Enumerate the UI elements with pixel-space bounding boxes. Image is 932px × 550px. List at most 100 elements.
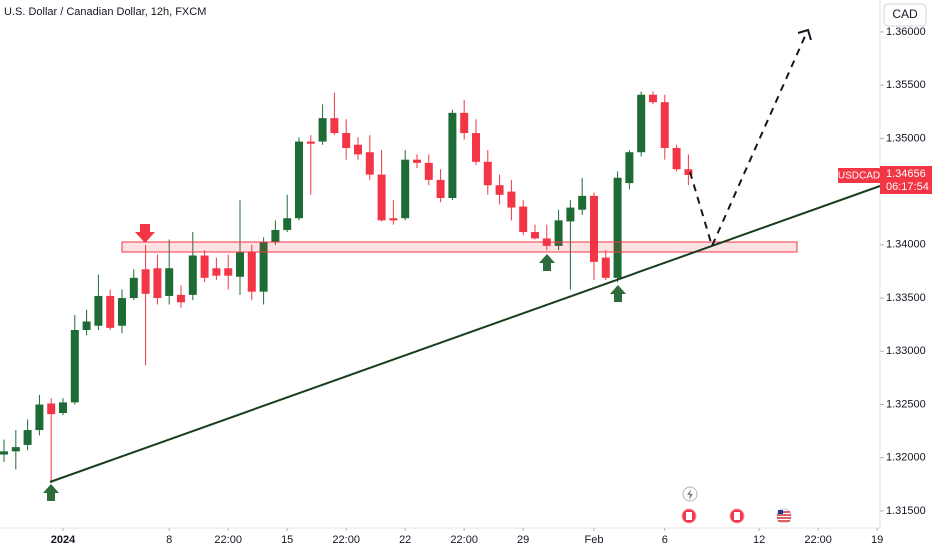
candle-body	[389, 218, 398, 221]
candle-body	[11, 447, 20, 452]
candle-body	[141, 269, 150, 294]
flag-canton	[778, 510, 783, 514]
resistance-zone	[121, 241, 798, 253]
flag-stripes	[777, 511, 791, 522]
candle-body	[495, 185, 504, 195]
candle-body	[0, 451, 9, 455]
candle-body	[82, 321, 91, 330]
x-tick-label: 6	[662, 534, 668, 546]
currency-button[interactable]	[883, 3, 927, 27]
last-price-badge	[880, 166, 932, 194]
up-arrow	[539, 254, 555, 271]
event-icons	[681, 486, 792, 524]
currency-label: CAD	[892, 7, 918, 21]
candle-body	[283, 218, 292, 230]
candle-body	[129, 277, 138, 299]
candle-body	[165, 268, 174, 296]
candle-body	[212, 268, 221, 276]
candle-body	[188, 255, 197, 295]
candle-body	[554, 220, 563, 246]
candle-body	[648, 94, 657, 103]
candle-body	[294, 141, 303, 219]
candle-body	[306, 141, 315, 144]
candle-body	[460, 112, 469, 134]
candle-body	[47, 403, 56, 415]
candle-body	[448, 112, 457, 198]
x-tick-label: 29	[517, 534, 529, 546]
y-tick-label: 1.31500	[886, 505, 926, 517]
candle-body	[153, 268, 162, 299]
candle-body	[483, 161, 492, 186]
candle-body	[578, 195, 587, 210]
candle-body	[519, 206, 528, 233]
candle-body	[106, 295, 115, 328]
candle-body	[200, 255, 209, 278]
candle-body	[412, 159, 421, 163]
x-tick-label: 22:00	[804, 534, 832, 546]
symbol-label: USDCAD	[838, 171, 880, 182]
x-tick-label: 22:00	[332, 534, 360, 546]
candle-body	[377, 174, 386, 221]
symbol-badge	[838, 168, 880, 183]
candle-body	[177, 294, 186, 303]
candle-body	[353, 144, 362, 155]
x-tick-label: 22:00	[214, 534, 242, 546]
candle-body	[118, 298, 127, 326]
y-tick-label: 1.34000	[886, 239, 926, 251]
x-tick-label: 22	[399, 534, 411, 546]
candle-body	[70, 330, 79, 403]
projection-path	[689, 33, 807, 249]
x-tick-label: 15	[281, 534, 293, 546]
x-tick-label: Feb	[584, 534, 603, 546]
x-tick-label: 19	[871, 534, 883, 546]
countdown-label: 06:17:54	[886, 181, 929, 193]
x-tick-label: 2024	[51, 534, 76, 546]
candle-body	[259, 241, 268, 292]
y-tick-label: 1.35000	[886, 132, 926, 144]
candle-body	[342, 133, 351, 148]
down-arrow	[135, 224, 155, 243]
candle-body	[59, 402, 68, 414]
candle-body	[365, 152, 374, 175]
candle-body	[589, 195, 598, 262]
candle-body	[424, 162, 433, 180]
y-tick-label: 1.33500	[886, 292, 926, 304]
x-tick-label: 8	[166, 534, 172, 546]
y-tick-label: 1.33000	[886, 345, 926, 357]
candle-body	[23, 430, 32, 445]
y-tick-label: 1.36000	[886, 26, 926, 38]
candle-body	[436, 179, 445, 198]
y-tick-label: 1.32000	[886, 452, 926, 464]
candle-body	[625, 152, 634, 184]
candle-body	[94, 295, 103, 326]
projection-arrowhead	[797, 28, 812, 41]
candle-body	[684, 169, 693, 176]
up-arrow	[610, 285, 626, 302]
y-tick-label: 1.35500	[886, 79, 926, 91]
candle-body	[330, 118, 339, 134]
candle-body	[613, 177, 622, 278]
candle-body	[672, 147, 681, 170]
lightning	[687, 489, 693, 500]
y-tick-label: 1.32500	[886, 398, 926, 410]
x-tick-label: 12	[753, 534, 765, 546]
up-arrow	[43, 484, 59, 501]
candle-body	[566, 207, 575, 222]
flag-center	[686, 512, 692, 520]
candle-body	[637, 94, 646, 153]
candle-body	[318, 118, 327, 142]
last-price-label: 1.34656	[886, 168, 926, 180]
candle-body	[507, 191, 516, 208]
candle-body	[530, 232, 539, 239]
chart-title: U.S. Dollar / Canadian Dollar, 12h, FXCM	[4, 6, 206, 18]
candle-body	[271, 229, 280, 242]
flag-center	[734, 512, 740, 520]
trend-line	[49, 185, 881, 483]
candles	[0, 91, 693, 483]
candle-body	[660, 102, 669, 148]
candle-body	[401, 159, 410, 219]
candle-body	[224, 268, 233, 276]
candle-body	[35, 404, 44, 431]
candle-body	[247, 252, 256, 292]
